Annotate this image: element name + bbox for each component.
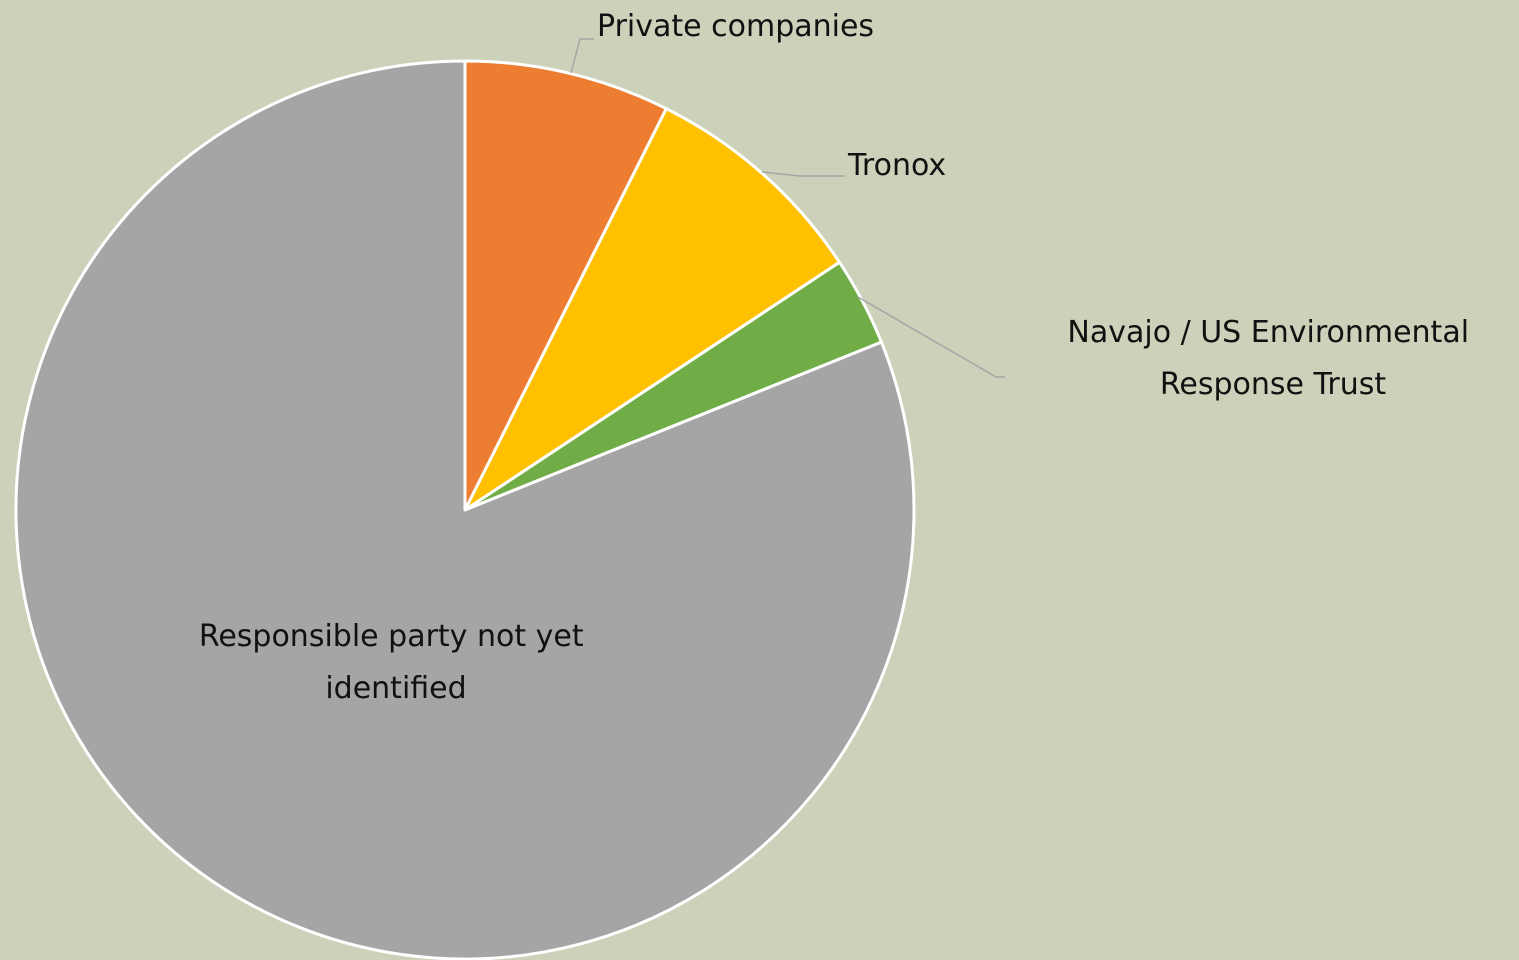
leader-line-tronox — [761, 171, 845, 177]
slice-label-navajo-trust-line1: Navajo / US Environmental — [1067, 315, 1469, 350]
pie-slice-private-companies — [463, 59, 668, 512]
leader-line-navajo-trust — [857, 296, 1005, 378]
slice-label-not-yet-identified-line2: identified — [325, 671, 466, 706]
pie-slice-responsible-party-not-yet-identified — [14, 59, 916, 960]
pie-slices — [14, 59, 916, 960]
slice-labels: Private companies Tronox Navajo / US Env… — [199, 9, 1478, 706]
slice-label-private-companies: Private companies — [597, 9, 874, 44]
leader-lines — [570, 38, 1005, 378]
slice-label-navajo-trust: Navajo / US Environmental Response Trust — [1067, 315, 1478, 402]
slice-label-navajo-trust-line2: Response Trust — [1160, 367, 1387, 402]
pie-slice-tronox — [463, 107, 841, 512]
slice-label-not-yet-identified: Responsible party not yet identified — [199, 619, 593, 706]
leader-line-private-companies — [570, 38, 594, 74]
slice-label-tronox: Tronox — [847, 148, 946, 183]
slice-label-not-yet-identified-line1: Responsible party not yet — [199, 619, 584, 654]
